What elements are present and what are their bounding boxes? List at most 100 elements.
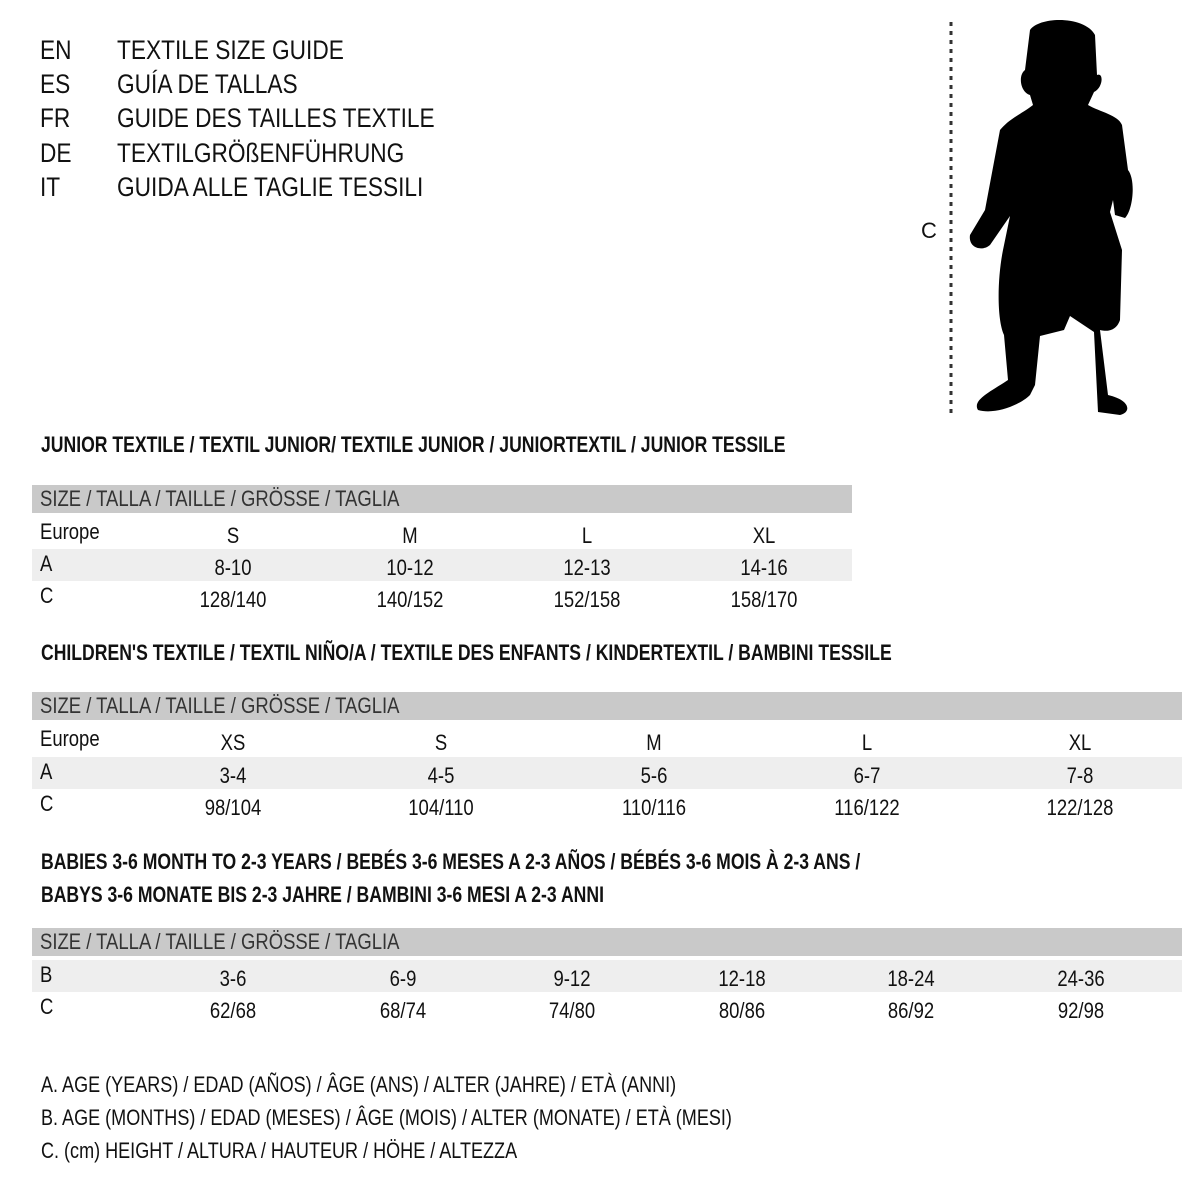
table-cell: 3-4 [217, 765, 249, 787]
section-title-text: JUNIOR TEXTILE / TEXTIL JUNIOR/ TEXTILE … [41, 432, 786, 457]
table-cell-text: M [402, 523, 418, 548]
table-cell-text: S [434, 730, 448, 755]
table-cell-text: 128/140 [199, 587, 267, 612]
legend-item-text: A. AGE (YEARS) / EDAD (AÑOS) / ÂGE (ANS)… [41, 1072, 677, 1097]
language-code-text: FR [40, 103, 71, 133]
row-label-text: Europe [40, 519, 100, 544]
size-header-label-text: SIZE / TALLA / TAILLE / GRÖSSE / TAGLIA [40, 486, 400, 511]
row-label: A [40, 761, 55, 783]
table-cell: 122/128 [1040, 797, 1120, 819]
table-cell: 152/158 [547, 589, 627, 611]
table-cell-text: 7-8 [1066, 763, 1094, 788]
table-cell-text: L [581, 523, 593, 548]
table-cell: 18-24 [883, 968, 939, 990]
table-cell: 110/116 [616, 797, 692, 819]
table-cell-text: 122/128 [1046, 795, 1114, 820]
table-cell: M [645, 732, 663, 754]
language-code: EN [40, 37, 78, 64]
table-cell: 3-6 [217, 968, 249, 990]
table-cell-text: 104/110 [408, 795, 474, 820]
table-cell-text: 24-36 [1057, 966, 1105, 991]
table-cell-text: 140/152 [376, 587, 444, 612]
table-cell-text: 152/158 [553, 587, 621, 612]
language-title: GUÍA DE TALLAS [117, 71, 332, 98]
table-cell-text: 12-13 [563, 555, 611, 580]
table-cell: 4-5 [425, 765, 457, 787]
table-cell: 104/110 [402, 797, 480, 819]
table-cell: 68/74 [375, 1000, 430, 1022]
table-cell: 5-6 [638, 765, 670, 787]
table-cell: 62/68 [205, 1000, 260, 1022]
table-cell: 12-18 [714, 968, 770, 990]
table-cell: 12-13 [559, 557, 615, 579]
table-cell: 74/80 [544, 1000, 599, 1022]
section-title: BABYS 3-6 MONATE BIS 2-3 JAHRE / BAMBINI… [41, 884, 745, 906]
section-title: BABIES 3-6 MONTH TO 2-3 YEARS / BEBÉS 3-… [41, 851, 1065, 873]
table-cell-text: XS [220, 730, 246, 755]
language-title: TEXTILGRÖßENFÜHRUNG [117, 140, 459, 167]
table-cell: 24-36 [1053, 968, 1109, 990]
table-cell-text: 12-18 [718, 966, 766, 991]
table-cell-text: 8-10 [214, 555, 252, 580]
table-cell: 92/98 [1053, 1000, 1108, 1022]
row-label-text: C [40, 583, 54, 608]
table-cell-text: 116/122 [834, 795, 900, 820]
table-cell: S [226, 525, 241, 547]
row-label-text: A [40, 759, 53, 784]
row-label: Europe [40, 728, 111, 750]
size-header-band [32, 692, 1182, 720]
table-cell-text: L [861, 730, 873, 755]
table-cell-text: 3-6 [219, 966, 247, 991]
table-cell-text: 110/116 [621, 795, 687, 820]
row-label-text: Europe [40, 726, 100, 751]
table-cell-text: 80/86 [718, 998, 766, 1023]
table-cell-text: 4-5 [427, 763, 455, 788]
section-title-text: BABIES 3-6 MONTH TO 2-3 YEARS / BEBÉS 3-… [41, 849, 861, 874]
table-cell: 8-10 [211, 557, 255, 579]
table-cell: 140/152 [370, 589, 450, 611]
language-title: GUIDA ALLE TAGLIE TESSILI [117, 174, 482, 201]
row-band [32, 960, 1182, 992]
table-cell: S [434, 732, 449, 754]
table-cell: L [861, 732, 873, 754]
table-cell-text: 86/92 [887, 998, 935, 1023]
table-cell: XL [751, 525, 778, 547]
table-cell-text: 10-12 [386, 555, 434, 580]
table-cell: 6-7 [851, 765, 883, 787]
table-cell-text: 98/104 [204, 795, 262, 820]
language-title: TEXTILE SIZE GUIDE [117, 37, 387, 64]
figure-height-label: C [921, 218, 937, 243]
language-code-text: IT [40, 172, 61, 202]
table-cell-text: 158/170 [730, 587, 798, 612]
table-cell: L [581, 525, 593, 547]
row-band [32, 757, 1182, 789]
table-cell-text: 68/74 [379, 998, 427, 1023]
language-title-text: GUIDA ALLE TAGLIE TESSILI [117, 172, 424, 202]
table-cell-text: XL [1068, 730, 1092, 755]
table-cell: XL [1067, 732, 1094, 754]
table-cell-text: M [646, 730, 662, 755]
language-title-text: TEXTILGRÖßENFÜHRUNG [117, 138, 405, 168]
table-cell-text: 92/98 [1057, 998, 1105, 1023]
table-cell: 10-12 [382, 557, 438, 579]
language-title: GUIDE DES TAILLES TEXTILE [117, 105, 495, 132]
row-label-text: B [40, 962, 53, 987]
size-header-label: SIZE / TALLA / TAILLE / GRÖSSE / TAGLIA [40, 695, 468, 717]
table-cell: XS [218, 732, 247, 754]
language-title-text: TEXTILE SIZE GUIDE [117, 35, 344, 65]
table-cell: 9-12 [550, 968, 594, 990]
section-title: CHILDREN'S TEXTILE / TEXTIL NIÑO/A / TEX… [41, 642, 1104, 664]
table-cell-text: 9-12 [553, 966, 591, 991]
child-silhouette-icon [949, 20, 1133, 415]
language-title-text: GUÍA DE TALLAS [117, 69, 298, 99]
size-header-label-text: SIZE / TALLA / TAILLE / GRÖSSE / TAGLIA [40, 929, 400, 954]
language-code: IT [40, 174, 64, 201]
table-cell-text: 6-9 [389, 966, 417, 991]
language-code-text: EN [40, 35, 72, 65]
size-header-label-text: SIZE / TALLA / TAILLE / GRÖSSE / TAGLIA [40, 693, 400, 718]
row-label: C [40, 793, 56, 815]
row-label: Europe [40, 521, 111, 543]
legend-item: A. AGE (YEARS) / EDAD (AÑOS) / ÂGE (ANS)… [41, 1074, 816, 1096]
language-code: ES [40, 71, 76, 98]
table-cell: 6-9 [387, 968, 419, 990]
